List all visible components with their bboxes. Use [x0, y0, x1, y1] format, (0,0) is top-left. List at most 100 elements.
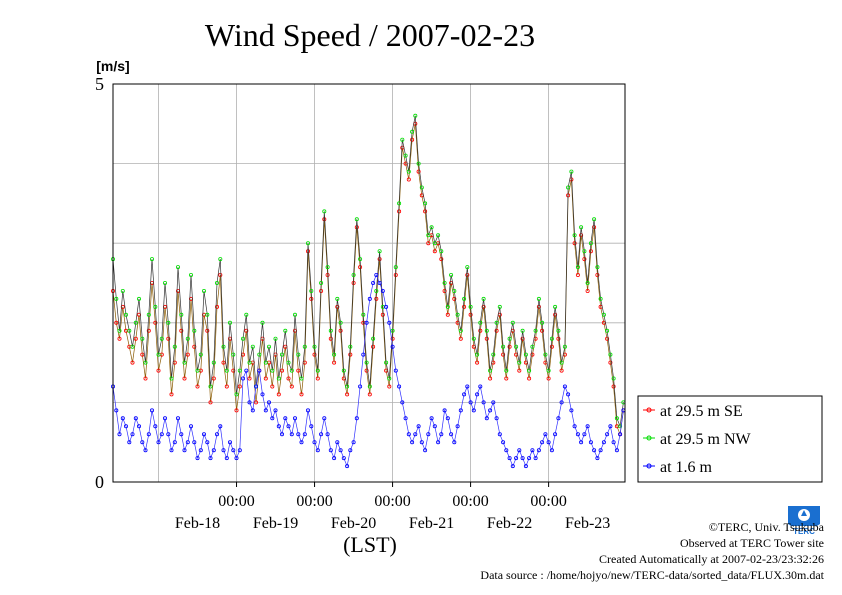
data-point	[475, 392, 480, 397]
data-point	[507, 336, 512, 341]
data-point	[179, 328, 184, 333]
data-point	[185, 440, 190, 445]
data-point	[410, 137, 415, 142]
data-point	[289, 432, 294, 437]
data-point	[289, 368, 294, 373]
data-point	[507, 344, 512, 349]
data-point	[130, 344, 135, 349]
data-point	[549, 344, 554, 349]
grid-lines	[113, 84, 625, 482]
series-line	[112, 123, 624, 436]
data-point	[354, 416, 359, 421]
data-point	[488, 368, 493, 373]
data-point	[575, 272, 580, 277]
data-point	[302, 432, 307, 437]
data-point	[124, 424, 129, 429]
data-point	[153, 424, 158, 429]
data-point	[332, 456, 337, 461]
data-point	[556, 328, 561, 333]
data-point	[520, 456, 525, 461]
data-point	[198, 352, 203, 357]
data-point	[585, 288, 590, 293]
data-point	[494, 328, 499, 333]
data-point	[416, 161, 421, 166]
data-point	[364, 320, 369, 325]
data-point	[133, 320, 138, 325]
data-point	[530, 448, 535, 453]
data-point	[166, 336, 171, 341]
data-point	[146, 328, 151, 333]
data-point	[257, 368, 262, 373]
data-point	[367, 296, 372, 301]
data-point	[328, 328, 333, 333]
data-point	[494, 320, 499, 325]
data-point	[553, 432, 558, 437]
data-point	[432, 241, 437, 246]
x-date-tick-label: Feb-22	[487, 515, 532, 532]
data-point	[504, 368, 509, 373]
data-point	[143, 376, 148, 381]
data-point	[592, 448, 597, 453]
data-point	[608, 352, 613, 357]
data-point	[423, 209, 428, 214]
data-point	[397, 201, 402, 206]
data-point	[410, 129, 415, 134]
data-point	[156, 440, 161, 445]
data-point	[136, 296, 141, 301]
data-point	[231, 352, 236, 357]
series-0	[111, 121, 626, 437]
data-point	[195, 384, 200, 389]
data-point	[302, 344, 307, 349]
legend-swatch-marker	[646, 407, 652, 413]
data-point	[413, 432, 418, 437]
data-point	[188, 272, 193, 277]
data-point	[328, 448, 333, 453]
data-point	[182, 360, 187, 365]
data-point	[192, 440, 197, 445]
data-point	[562, 384, 567, 389]
data-point	[276, 376, 281, 381]
data-point	[250, 344, 255, 349]
data-point	[127, 328, 132, 333]
data-point	[367, 384, 372, 389]
data-point	[536, 448, 541, 453]
data-point	[237, 368, 242, 373]
data-point	[530, 352, 535, 357]
data-point	[540, 328, 545, 333]
data-point	[345, 392, 350, 397]
data-point	[390, 336, 395, 341]
data-point	[530, 344, 535, 349]
data-point	[211, 360, 216, 365]
data-point	[276, 392, 281, 397]
data-point	[211, 376, 216, 381]
data-point	[358, 257, 363, 262]
data-point	[468, 312, 473, 317]
data-point	[348, 352, 353, 357]
data-point	[292, 312, 297, 317]
data-point	[143, 448, 148, 453]
data-point	[127, 440, 132, 445]
data-point	[559, 360, 564, 365]
data-point	[270, 416, 275, 421]
data-point	[299, 392, 304, 397]
data-point	[312, 352, 317, 357]
data-point	[465, 265, 470, 270]
data-point	[227, 320, 232, 325]
data-point	[117, 432, 122, 437]
data-point	[348, 448, 353, 453]
data-point	[296, 368, 301, 373]
series-line	[112, 115, 624, 428]
data-point	[455, 312, 460, 317]
data-point	[416, 169, 421, 174]
data-point	[133, 416, 138, 421]
data-point	[445, 416, 450, 421]
data-point	[510, 320, 515, 325]
data-point	[244, 328, 249, 333]
data-point	[315, 368, 320, 373]
data-point	[273, 336, 278, 341]
data-point	[169, 448, 174, 453]
data-point	[387, 320, 392, 325]
data-point	[172, 440, 177, 445]
data-point	[292, 416, 297, 421]
